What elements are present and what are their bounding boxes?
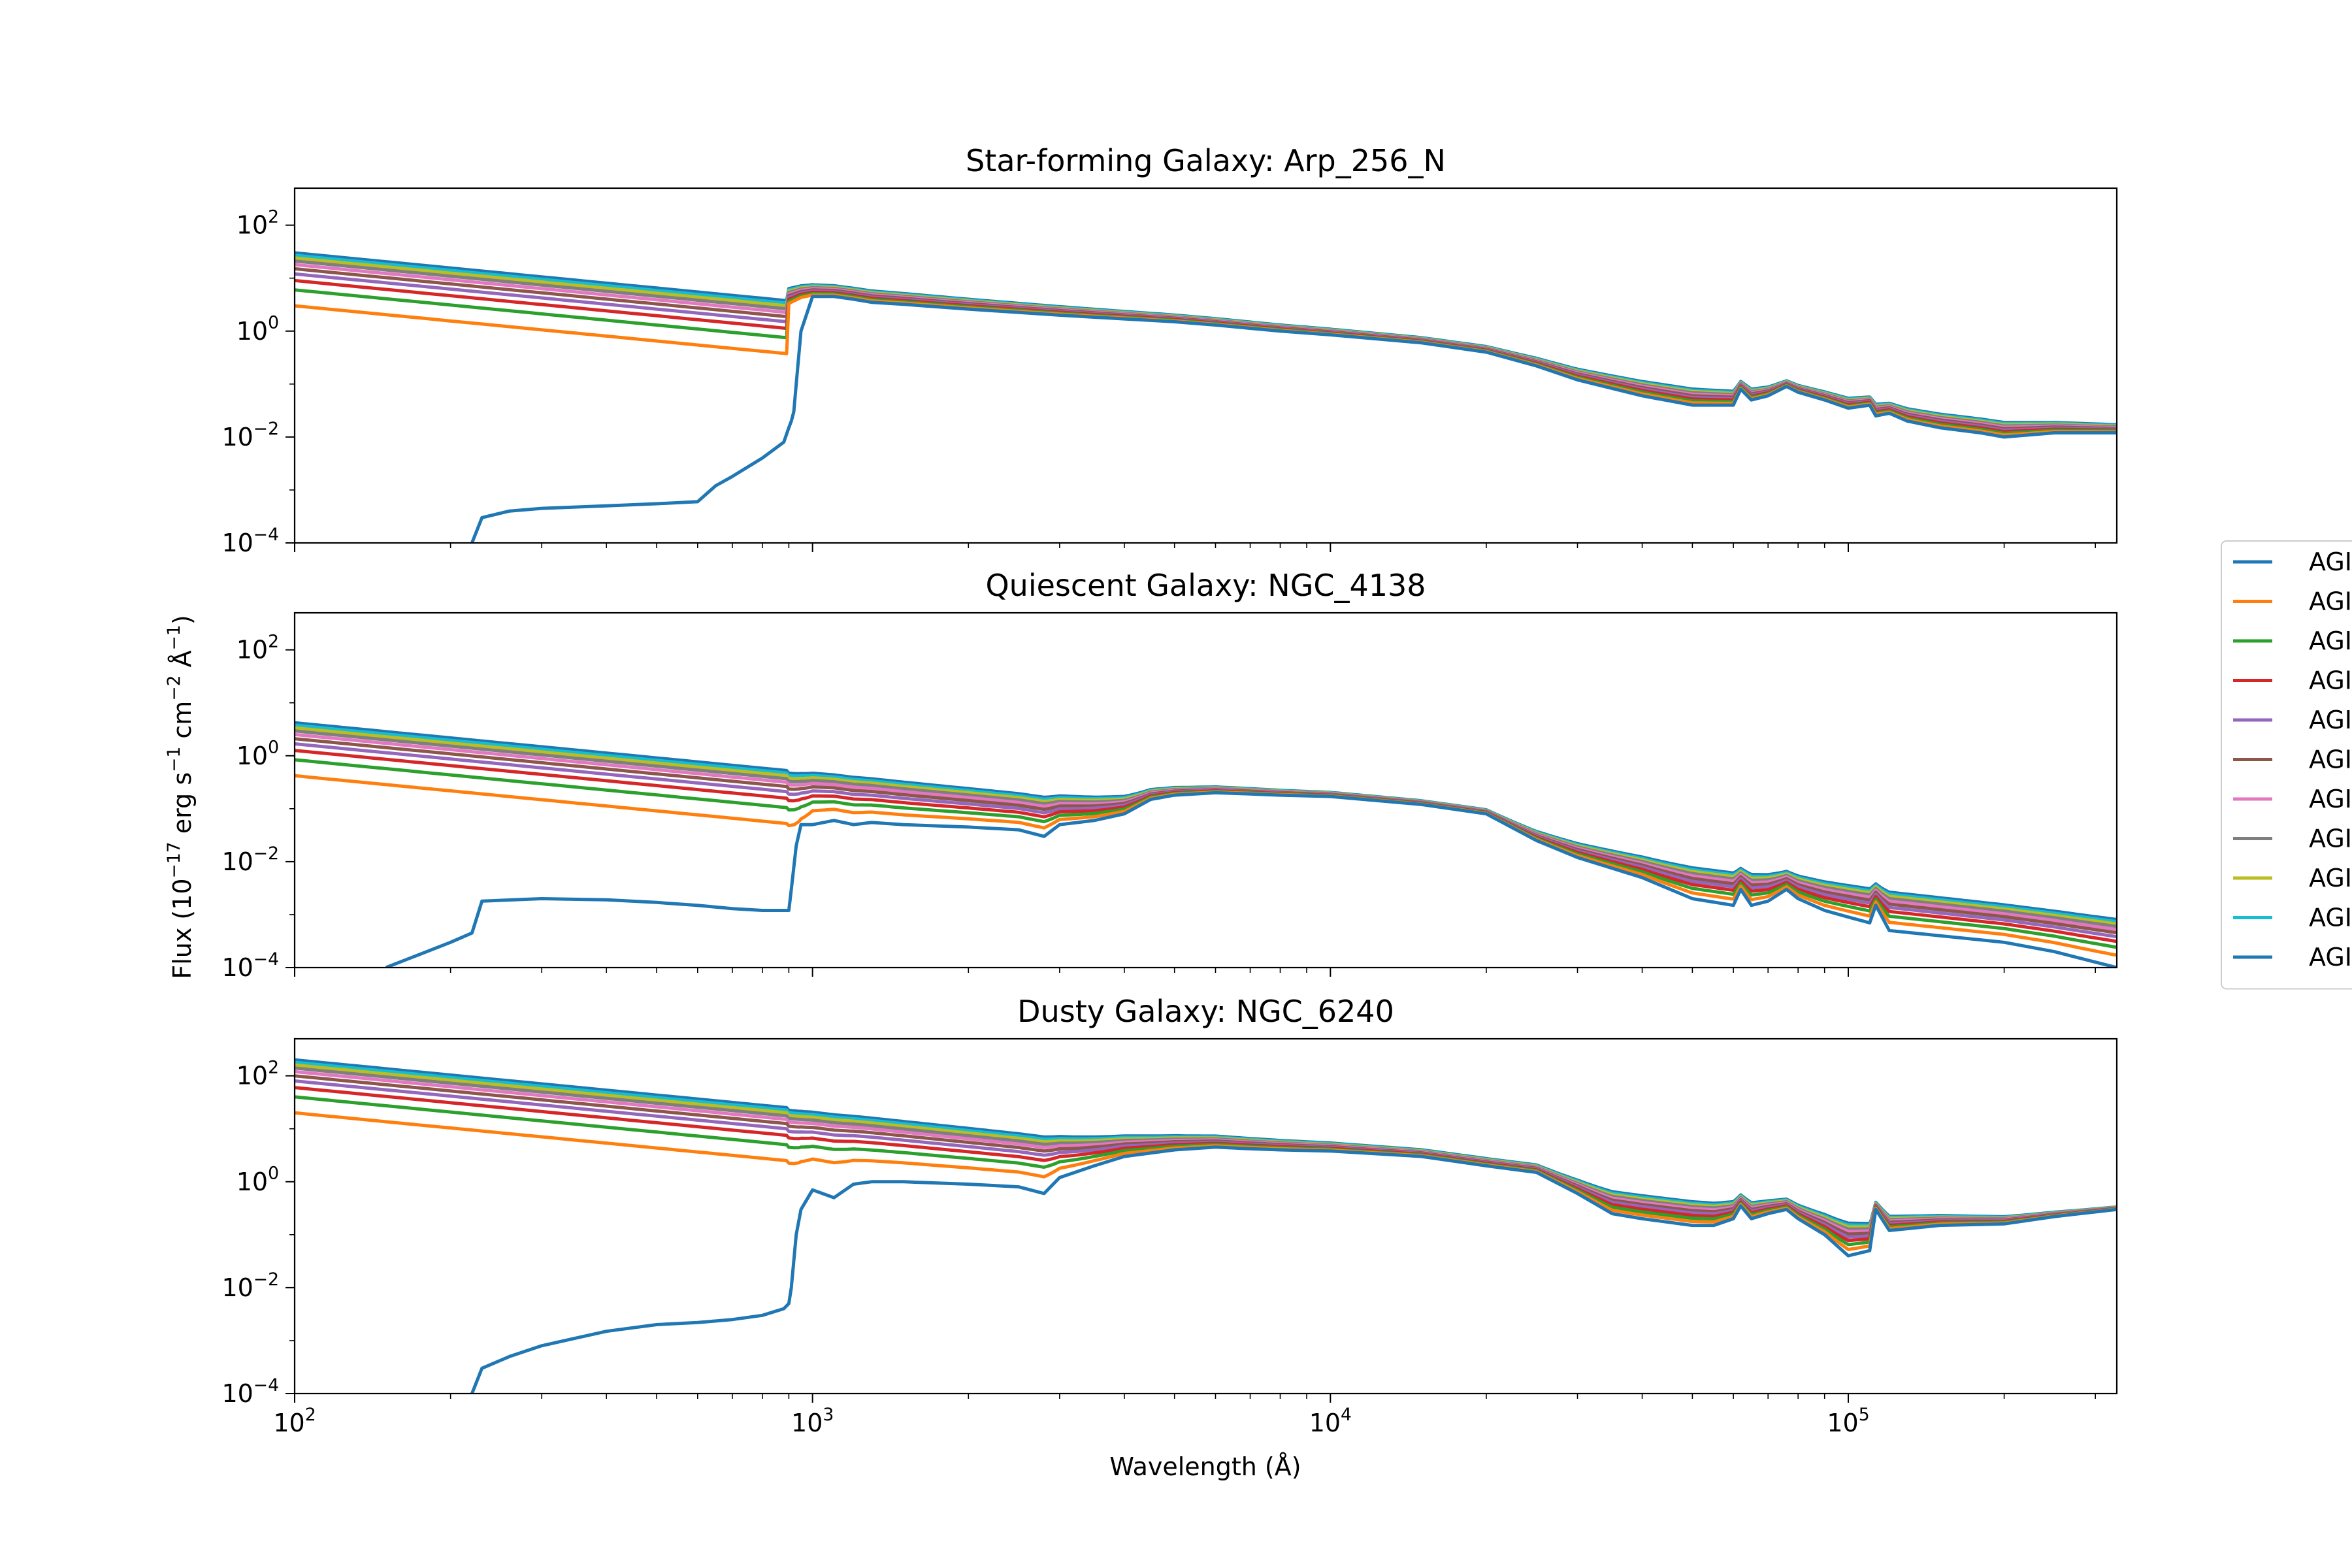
y-tick-label: 10−4: [221, 949, 279, 982]
y-tick-label: 100: [237, 1164, 279, 1196]
subplot-3: Dusty Galaxy: NGC_6240 10−4 10−2 100 102 102 1…: [221, 994, 2118, 1437]
legend: AGI AGI AGI AGI AGI AGI AGI AGI AGI AGI AGI: [2221, 540, 2352, 990]
y-tick-label: 100: [237, 738, 279, 770]
axes-layer: Star-forming Galaxy: Arp_256_N 10−4 10−2 10…: [221, 143, 2118, 1437]
subplot-1: Star-forming Galaxy: Arp_256_N 10−4 10−2 10…: [221, 143, 2118, 557]
series-group: [295, 1058, 2117, 1394]
axes-frame: [293, 187, 2118, 544]
y-tick-label: 10−4: [221, 525, 279, 557]
legend-label: AGI: [2309, 706, 2352, 734]
y-tick-label: 100: [237, 313, 279, 346]
legend-label: AGI: [2309, 627, 2352, 655]
y-tick-label: 10−4: [221, 1375, 279, 1408]
x-tick-label: 105: [1827, 1405, 1869, 1437]
legend-label: AGI: [2309, 666, 2352, 695]
y-tick-label: 102: [237, 207, 279, 240]
x-tick-label: 103: [791, 1405, 834, 1437]
y-axis-label: Flux (10−17​ erg s−1​ cm−2​ Å−1​): [164, 615, 197, 979]
subplot-title: Star-forming Galaxy: Arp_256_N: [966, 143, 1446, 178]
y-tick-label: 102: [237, 632, 279, 664]
series-group: [295, 251, 2117, 543]
axes-frame: [293, 612, 2118, 969]
legend-label: AGI: [2309, 587, 2352, 616]
legend-label: AGI: [2309, 825, 2352, 853]
legend-label: AGI: [2309, 904, 2352, 932]
legend-label: AGI: [2309, 785, 2352, 813]
series-line-1: [470, 1145, 2117, 1394]
subplot-title: Dusty Galaxy: NGC_6240: [1017, 994, 1394, 1029]
legend-label: AGI: [2309, 547, 2352, 576]
subplot-2: Quiescent Galaxy: NGC_4138 10−4 10−2 100 102: [221, 568, 2118, 982]
x-tick-label: 102: [273, 1405, 316, 1437]
legend-label: AGI: [2309, 745, 2352, 774]
y-tick-label: 10−2: [221, 1269, 279, 1302]
axes-frame: [293, 1037, 2118, 1395]
series-group: [295, 721, 2117, 968]
legend-label: AGI: [2309, 864, 2352, 892]
y-tick-label: 10−2: [221, 419, 279, 451]
legend-label: AGI: [2309, 943, 2352, 972]
x-axis-label: Wavelength (Å): [1109, 1452, 1301, 1481]
x-tick-label: 104: [1309, 1405, 1352, 1437]
series-line-1: [470, 295, 2117, 543]
y-tick-label: 10−2: [221, 843, 279, 876]
subplot-title: Quiescent Galaxy: NGC_4138: [985, 568, 1426, 603]
y-tick-label: 102: [237, 1058, 279, 1090]
series-line-1: [385, 791, 2117, 968]
